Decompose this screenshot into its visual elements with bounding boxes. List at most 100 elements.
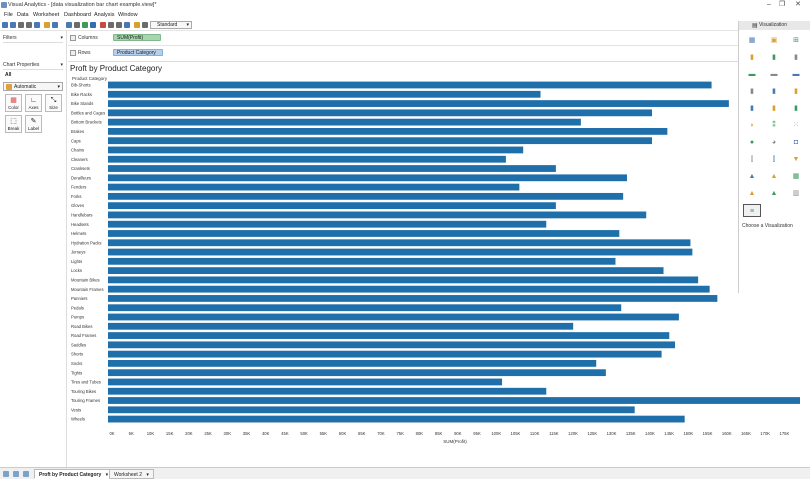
toolbar-icon[interactable] — [52, 22, 58, 28]
bar[interactable] — [108, 155, 506, 163]
bar[interactable] — [108, 257, 616, 265]
viz-type-tile[interactable]: ▮ — [772, 105, 776, 112]
toolbar-icon[interactable] — [124, 22, 130, 28]
bar[interactable] — [108, 192, 624, 200]
close-button[interactable]: ✕ — [795, 1, 801, 8]
mark-type-select[interactable]: Automatic ▾ — [3, 82, 63, 91]
toolbar-icon[interactable] — [74, 22, 80, 28]
marks-label-button[interactable]: ✎ Label — [25, 115, 42, 133]
new-dashboard-icon[interactable] — [13, 471, 19, 477]
minimize-button[interactable]: – — [767, 1, 771, 8]
toolbar-icon[interactable] — [66, 22, 72, 28]
toolbar-icon[interactable] — [10, 22, 16, 28]
toolbar-icon[interactable] — [18, 22, 24, 28]
toolbar-icon[interactable] — [90, 22, 96, 28]
viz-type-tile[interactable]: ● — [749, 139, 755, 146]
viz-type-tile[interactable]: ▮ — [794, 54, 798, 61]
bar[interactable] — [108, 332, 670, 339]
viz-type-tile[interactable]: ▬ — [770, 71, 778, 78]
bar[interactable] — [108, 313, 679, 321]
bar[interactable] — [108, 378, 503, 386]
bar[interactable] — [108, 322, 574, 330]
bar[interactable] — [108, 341, 676, 349]
bar[interactable] — [108, 90, 541, 98]
viz-type-tile[interactable]: ▮ — [794, 88, 798, 95]
chart-type-select[interactable]: Standard ▾ — [150, 21, 192, 29]
chart-properties-header[interactable]: Chart Properties ▾ — [3, 61, 63, 70]
viz-type-tile[interactable]: ⫿ — [750, 156, 754, 163]
viz-type-tile[interactable]: ▬ — [748, 71, 756, 78]
bar[interactable] — [108, 220, 547, 228]
filters-header[interactable]: Filters ▾ — [3, 34, 63, 43]
bar[interactable] — [108, 360, 597, 367]
viz-type-tile[interactable]: ◗ — [749, 122, 755, 129]
bar[interactable] — [108, 239, 691, 247]
toolbar-icon[interactable] — [108, 22, 114, 28]
viz-type-tile[interactable]: ▼ — [792, 156, 800, 163]
sheet-sorter-icon[interactable] — [23, 471, 29, 477]
bar[interactable] — [108, 202, 556, 210]
bar[interactable] — [108, 109, 652, 117]
bar[interactable] — [108, 183, 520, 191]
menu-dashboard[interactable]: Dashboard — [64, 12, 91, 18]
viz-type-tile[interactable]: ⊞ — [793, 37, 799, 44]
bar[interactable] — [108, 174, 627, 182]
viz-type-tile[interactable]: ▦ — [792, 173, 800, 180]
viz-type-tile[interactable]: ≡ — [743, 204, 761, 217]
bar[interactable] — [108, 267, 664, 274]
viz-type-tile[interactable]: ⁑ — [772, 122, 776, 129]
menu-file[interactable]: File — [4, 12, 13, 18]
toolbar-icon[interactable] — [116, 22, 122, 28]
toolbar-icon[interactable] — [82, 22, 88, 28]
viz-type-tile[interactable]: ▲ — [770, 173, 778, 180]
bar[interactable] — [108, 137, 652, 145]
viz-type-tile[interactable]: ⁙ — [793, 122, 799, 129]
viz-type-tile[interactable]: ◕ — [771, 139, 777, 146]
viz-type-tile[interactable]: ▮ — [772, 54, 776, 61]
viz-type-tile[interactable]: ▮ — [750, 88, 754, 95]
viz-type-tile[interactable]: ▮ — [794, 105, 798, 112]
viz-type-tile[interactable]: ▥ — [792, 190, 800, 197]
marks-size-button[interactable]: ⤡ Size — [45, 94, 62, 112]
toolbar-icon[interactable] — [142, 22, 148, 28]
bar[interactable] — [108, 230, 620, 237]
viz-type-tile[interactable]: ◘ — [793, 139, 799, 146]
toolbar-icon[interactable] — [2, 22, 8, 28]
toolbar-icon[interactable] — [100, 22, 106, 28]
viz-type-tile[interactable]: ▮ — [772, 88, 776, 95]
toolbar-icon[interactable] — [44, 22, 50, 28]
viz-type-tile[interactable]: ▮ — [750, 54, 754, 61]
bar[interactable] — [108, 100, 729, 107]
bar[interactable] — [108, 350, 662, 358]
bar[interactable] — [108, 369, 606, 377]
bar[interactable] — [108, 128, 668, 135]
tab-profit-by-product-category[interactable]: Proft by Product Category ▾ — [34, 469, 114, 479]
toolbar-icon[interactable] — [26, 22, 32, 28]
bar[interactable] — [108, 81, 712, 89]
viz-type-tile[interactable]: ▣ — [770, 37, 778, 44]
bar[interactable] — [108, 146, 524, 154]
bar[interactable] — [108, 406, 635, 414]
viz-type-tile[interactable]: ▲ — [748, 190, 756, 197]
bar[interactable] — [108, 118, 581, 126]
bar[interactable] — [108, 276, 699, 284]
bar[interactable] — [108, 415, 685, 423]
menu-window[interactable]: Window — [118, 12, 138, 18]
bar[interactable] — [108, 211, 647, 219]
rows-pill[interactable]: Product Category — [113, 49, 163, 56]
menu-analysis[interactable]: Analysis — [94, 12, 115, 18]
viz-type-tile[interactable]: ▲ — [748, 173, 756, 180]
bar[interactable] — [108, 248, 693, 256]
marks-color-button[interactable]: ▦ Color — [5, 94, 22, 112]
bar[interactable] — [108, 304, 622, 312]
new-sheet-icon[interactable] — [3, 471, 9, 477]
viz-type-tile[interactable]: ▮ — [750, 105, 754, 112]
tab-worksheet-2[interactable]: Worksheet 2 ▾ — [109, 469, 154, 479]
visualization-header[interactable]: ▤ Visualization — [739, 21, 810, 30]
marks-break-button[interactable]: ⬚ Break — [5, 115, 22, 133]
menu-data[interactable]: Data — [17, 12, 29, 18]
toolbar-icon[interactable] — [34, 22, 40, 28]
menu-worksheet[interactable]: Worksheet — [33, 12, 60, 18]
bar[interactable] — [108, 387, 547, 395]
columns-pill[interactable]: SUM(Profit) — [113, 34, 161, 41]
